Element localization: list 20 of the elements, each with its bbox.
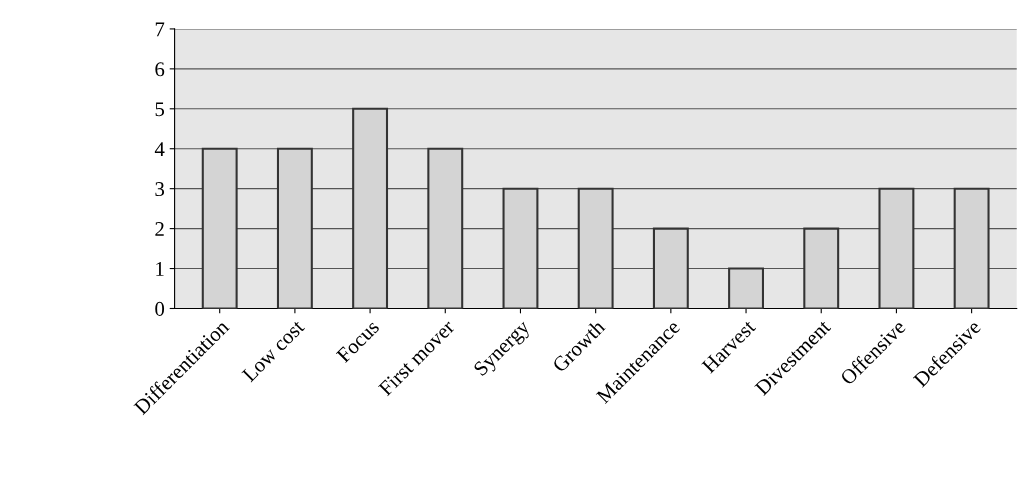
bar — [201, 147, 238, 309]
y-tick-label: 5 — [155, 102, 165, 117]
bar — [276, 147, 313, 309]
bar — [728, 267, 764, 309]
y-tick-label: 6 — [155, 62, 165, 77]
bar — [652, 227, 689, 309]
y-tick-label: 7 — [155, 22, 165, 37]
bar — [427, 147, 464, 309]
y-tick-label: 2 — [155, 222, 164, 236]
bar — [352, 107, 389, 309]
y-tick-label: 1 — [156, 262, 164, 276]
bar — [878, 187, 915, 309]
x-tick-label: Low cost — [241, 318, 306, 383]
bar — [502, 187, 539, 309]
y-tick-label: 3 — [155, 182, 165, 197]
bar — [803, 227, 840, 309]
y-tick-label: 0 — [155, 301, 165, 316]
bar — [953, 187, 990, 309]
bar — [577, 187, 614, 309]
y-tick-label: 4 — [154, 142, 165, 156]
